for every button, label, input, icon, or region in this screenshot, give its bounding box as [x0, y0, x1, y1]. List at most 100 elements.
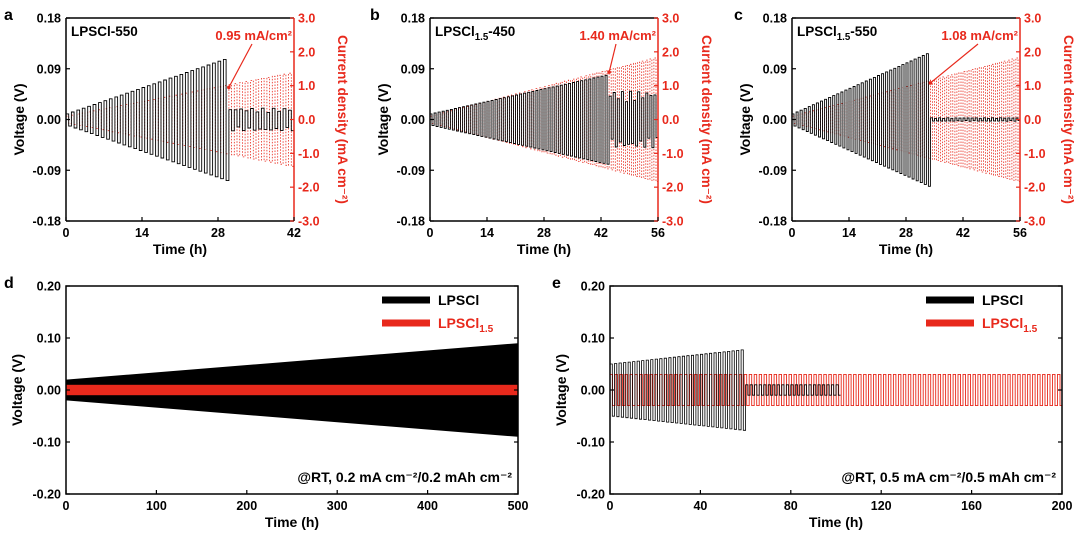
left-tick-label: 0.18	[37, 12, 61, 26]
y-axis-title-right: Current density (mA cm⁻²)	[1061, 35, 1076, 204]
legend-label: LPSCl	[438, 292, 479, 308]
x-tick-label: 200	[1052, 499, 1073, 513]
y-axis-title-left: Voltage (V)	[11, 83, 27, 155]
annotation-arrow	[608, 43, 617, 73]
panel-label: c	[734, 7, 743, 24]
y-tick-label: -0.20	[33, 488, 62, 502]
y-tick-label: -0.20	[577, 488, 606, 502]
condition-text: @RT, 0.5 mA cm⁻²/0.5 mAh cm⁻²	[841, 469, 1056, 485]
left-tick-label: 0.09	[37, 62, 61, 76]
left-tick-label: 0.09	[763, 62, 787, 76]
chart-c: -0.18 -0.09 0.00 0.09 0.18 -3.0 -2.0 -1.0 0.0 1.0…	[734, 7, 1076, 257]
right-tick-label: -3.0	[298, 215, 320, 229]
y-tick-label: 0.00	[37, 384, 61, 398]
legend-label: LPSCl1.5	[438, 315, 494, 335]
x-tick-label: 100	[146, 499, 167, 513]
chart-a: -0.18 -0.09 0.00 0.09 0.18 -3.0 -2.0 -1.0 0.0 1.0…	[4, 7, 350, 257]
series-lpscl	[610, 349, 841, 431]
right-tick-label: 2.0	[1024, 45, 1041, 59]
left-tick-label: -0.18	[759, 215, 788, 229]
condition-text: @RT, 0.2 mA cm⁻²/0.2 mAh cm⁻²	[297, 469, 512, 485]
x-tick-label: 0	[789, 226, 796, 240]
y-tick-label: 0.10	[37, 332, 61, 346]
right-tick-label: 0.0	[298, 113, 315, 127]
sample-label: LPSCl1.5-550	[797, 24, 877, 43]
left-tick-label: 0.00	[763, 113, 787, 127]
series-lpscl15	[66, 384, 518, 396]
annotation-point	[928, 81, 933, 85]
y-tick-label: -0.10	[33, 436, 62, 450]
y-tick-label: -0.10	[577, 436, 606, 450]
x-axis-title: Time (h)	[879, 241, 933, 257]
y-axis-title-left: Voltage (V)	[737, 83, 753, 155]
voltage-series	[66, 58, 294, 182]
y-tick-label: 0.00	[581, 384, 605, 398]
x-tick-label: 42	[287, 226, 301, 240]
x-tick-label: 14	[842, 226, 856, 240]
annotation-arrow	[930, 43, 979, 84]
left-tick-label: 0.09	[401, 62, 425, 76]
right-tick-label: -2.0	[1024, 181, 1046, 195]
legend-label: LPSCl1.5	[982, 315, 1038, 335]
x-tick-label: 40	[693, 499, 707, 513]
x-axis-title: Time (h)	[153, 241, 207, 257]
x-tick-label: 400	[417, 499, 438, 513]
x-tick-label: 42	[594, 226, 608, 240]
annotation-label: 1.08 mA/cm²	[941, 28, 1018, 43]
right-tick-label: 1.0	[662, 79, 679, 93]
x-tick-label: 300	[327, 499, 348, 513]
voltage-series	[430, 74, 658, 165]
panel-label: d	[4, 275, 14, 292]
y-axis-title-right: Current density (mA cm⁻²)	[335, 35, 350, 204]
left-tick-label: -0.09	[33, 164, 62, 178]
annotation-arrow	[228, 43, 253, 88]
y-tick-label: 0.20	[581, 280, 605, 294]
x-tick-label: 14	[135, 226, 149, 240]
right-tick-label: -1.0	[662, 147, 684, 161]
chart-d: -0.20 -0.10 0.00 0.10 0.20 0 100 200 300 400 500 Ti…	[4, 275, 528, 530]
legend-label: LPSCl	[982, 292, 1023, 308]
left-tick-label: 0.00	[37, 113, 61, 127]
right-tick-label: 2.0	[662, 45, 679, 59]
x-tick-label: 0	[63, 499, 70, 513]
x-tick-label: 0	[427, 226, 434, 240]
x-axis-title: Time (h)	[517, 241, 571, 257]
x-tick-label: 80	[784, 499, 798, 513]
x-tick-label: 120	[871, 499, 892, 513]
left-tick-label: 0.18	[401, 12, 425, 26]
x-tick-label: 28	[211, 226, 225, 240]
voltage-series	[792, 53, 1020, 187]
chart-b: -0.18 -0.09 0.00 0.09 0.18 -3.0 -2.0 -1.0 0.0 1.0…	[370, 7, 714, 257]
chart-e: -0.20 -0.10 0.00 0.10 0.20 0 40 80 120 160 200 Time…	[552, 275, 1072, 530]
annotation-label: 0.95 mA/cm²	[215, 28, 292, 43]
right-tick-label: 3.0	[1024, 12, 1041, 26]
x-tick-label: 0	[607, 499, 614, 513]
right-tick-label: -2.0	[662, 181, 684, 195]
x-axis-title: Time (h)	[265, 514, 319, 530]
right-tick-label: 0.0	[662, 113, 679, 127]
left-tick-label: -0.18	[397, 215, 426, 229]
x-tick-label: 56	[1013, 226, 1027, 240]
panel-label: e	[552, 275, 561, 292]
sample-label: LPSCl1.5-450	[435, 24, 515, 43]
right-tick-label: -3.0	[1024, 215, 1046, 229]
y-tick-label: 0.20	[37, 280, 61, 294]
x-tick-label: 28	[537, 226, 551, 240]
sample-label: LPSCl-550	[71, 24, 138, 39]
x-tick-label: 56	[651, 226, 665, 240]
annotation-point	[227, 85, 231, 90]
annotation-label: 1.40 mA/cm²	[579, 28, 656, 43]
x-tick-label: 160	[961, 499, 982, 513]
y-axis-title: Voltage (V)	[9, 354, 25, 426]
right-tick-label: 1.0	[1024, 79, 1041, 93]
x-tick-label: 0	[63, 226, 70, 240]
left-tick-label: 0.00	[401, 113, 425, 127]
y-axis-title: Voltage (V)	[553, 354, 569, 426]
right-tick-label: 3.0	[298, 12, 315, 26]
y-tick-label: 0.10	[581, 332, 605, 346]
y-axis-title-right: Current density (mA cm⁻²)	[699, 35, 714, 204]
right-tick-label: 3.0	[662, 12, 679, 26]
x-tick-label: 14	[480, 226, 494, 240]
right-tick-label: -3.0	[662, 215, 684, 229]
left-tick-label: -0.18	[33, 215, 62, 229]
